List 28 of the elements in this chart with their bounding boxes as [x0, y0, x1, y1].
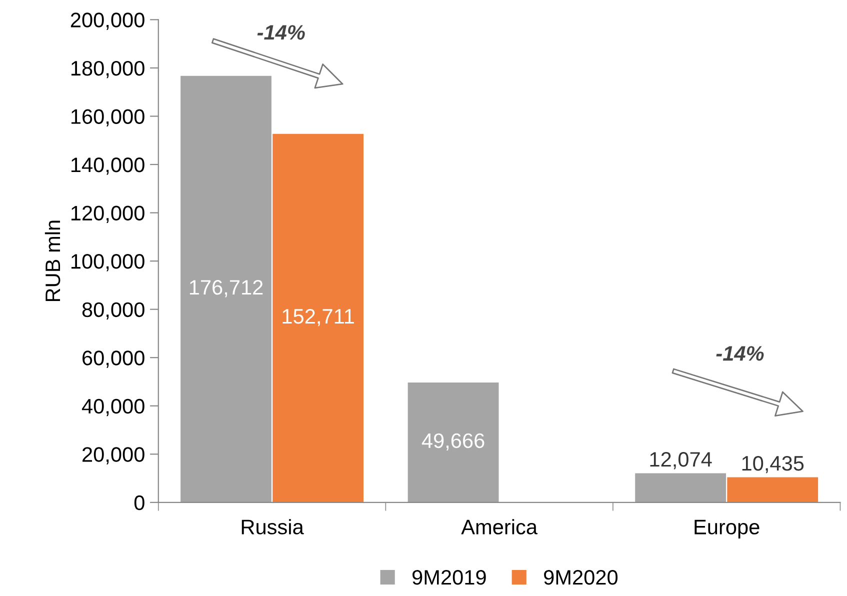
- y-tick-label: 140,000: [71, 157, 144, 175]
- data-label: 10,435: [742, 456, 804, 474]
- x-tick-label: Europe: [694, 520, 760, 539]
- annotation: -14%: [257, 25, 305, 40]
- data-label: 152,711: [282, 308, 354, 326]
- data-label: 176,712: [190, 280, 263, 298]
- y-tick-label: 100,000: [71, 254, 144, 272]
- y-tick-label: 200,000: [70, 12, 144, 30]
- bar: [272, 134, 364, 502]
- bar: [408, 382, 499, 502]
- x-tick-label: America: [461, 519, 538, 534]
- x-tick-label: Russia: [242, 519, 304, 534]
- y-tick-label: 120,000: [71, 206, 144, 223]
- bar: [635, 473, 726, 502]
- annotation: -14%: [716, 346, 764, 361]
- y-tick-label: 40,000: [82, 398, 144, 416]
- y-tick-label: 160,000: [71, 109, 144, 126]
- y-tick-label: 80,000: [82, 302, 144, 320]
- legend-label: 9M2020: [544, 570, 618, 585]
- data-label: 49,666: [422, 433, 484, 451]
- data-label: 12,074: [650, 452, 712, 470]
- y-tick-label: 20,000: [82, 447, 144, 464]
- bar: [727, 477, 818, 502]
- y-axis-title: RUB mln: [44, 220, 60, 302]
- y-tick-label: 60,000: [82, 350, 144, 368]
- y-tick-label: 180,000: [71, 60, 144, 78]
- y-tick-label: 0: [134, 495, 144, 510]
- legend-label: 9M2019: [412, 570, 486, 585]
